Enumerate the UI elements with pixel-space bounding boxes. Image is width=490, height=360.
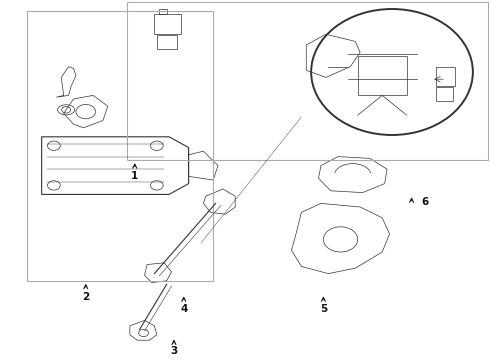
Text: 3: 3 xyxy=(171,346,177,356)
Text: 2: 2 xyxy=(82,292,89,302)
Text: 5: 5 xyxy=(320,304,327,314)
Bar xyxy=(157,35,177,49)
Bar xyxy=(436,67,455,86)
Text: 1: 1 xyxy=(131,171,138,181)
Bar xyxy=(358,56,407,95)
Bar xyxy=(436,87,453,101)
Text: 6: 6 xyxy=(421,197,429,207)
Bar xyxy=(27,11,213,281)
Bar xyxy=(154,14,181,34)
Text: 4: 4 xyxy=(180,304,188,314)
Bar xyxy=(127,2,488,160)
Bar xyxy=(159,9,167,14)
